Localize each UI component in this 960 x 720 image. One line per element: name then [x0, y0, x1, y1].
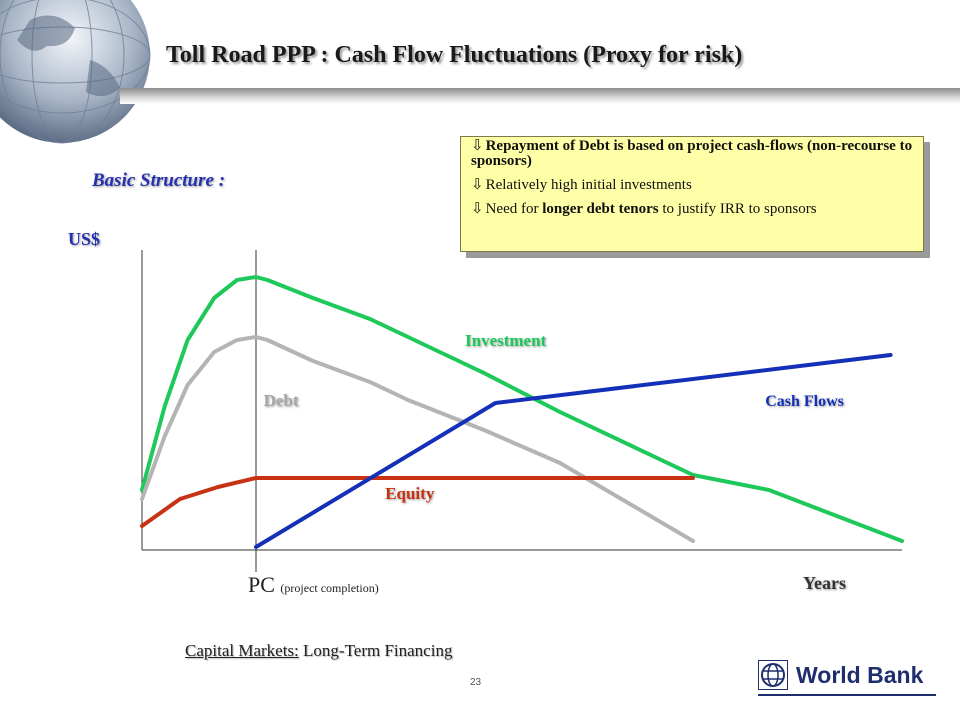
header-band	[120, 88, 960, 104]
page-number: 23	[470, 677, 482, 688]
globe-logo	[0, 0, 151, 144]
callout-bullet: ⇩ Relatively high initial investments	[471, 177, 692, 193]
series-label-equity: Equity	[385, 484, 435, 503]
down-arrow-icon: ⇩	[471, 201, 484, 217]
world-bank-text: World Bank	[796, 662, 924, 688]
x-axis-label: Years	[803, 573, 846, 593]
pc-sublabel: (project completion)	[280, 581, 379, 595]
series-line-equity	[140, 476, 695, 528]
callout-bullet: ⇩ Need for longer debt tenors to justify …	[471, 201, 817, 217]
callout-bullet: ⇩ Repayment of Debt is based on project c…	[471, 138, 913, 169]
series-line-cash-flows	[254, 353, 893, 549]
logo-underline	[758, 694, 936, 696]
slide-title: Toll Road PPP : Cash Flow Fluctuations (…	[166, 42, 743, 68]
down-arrow-icon: ⇩	[471, 177, 484, 193]
series-line-debt	[140, 335, 695, 543]
pc-label: PC (project completion)	[248, 572, 379, 597]
section-subtitle: Basic Structure :	[92, 170, 226, 191]
world-bank-logo: World Bank	[758, 658, 938, 696]
world-bank-globe-icon	[758, 660, 788, 690]
series-line-investment	[140, 275, 904, 543]
y-axis-label: US$	[68, 229, 101, 249]
series-label-debt: Debt	[264, 391, 299, 410]
series-label-cash-flows: Cash Flows	[765, 393, 844, 410]
series-label-investment: Investment	[465, 331, 547, 350]
callout-box: ⇩ Repayment of Debt is based on project c…	[460, 136, 924, 252]
footer-note: Capital Markets: Long-Term Financing	[185, 641, 453, 660]
down-arrow-icon: ⇩	[471, 138, 484, 154]
